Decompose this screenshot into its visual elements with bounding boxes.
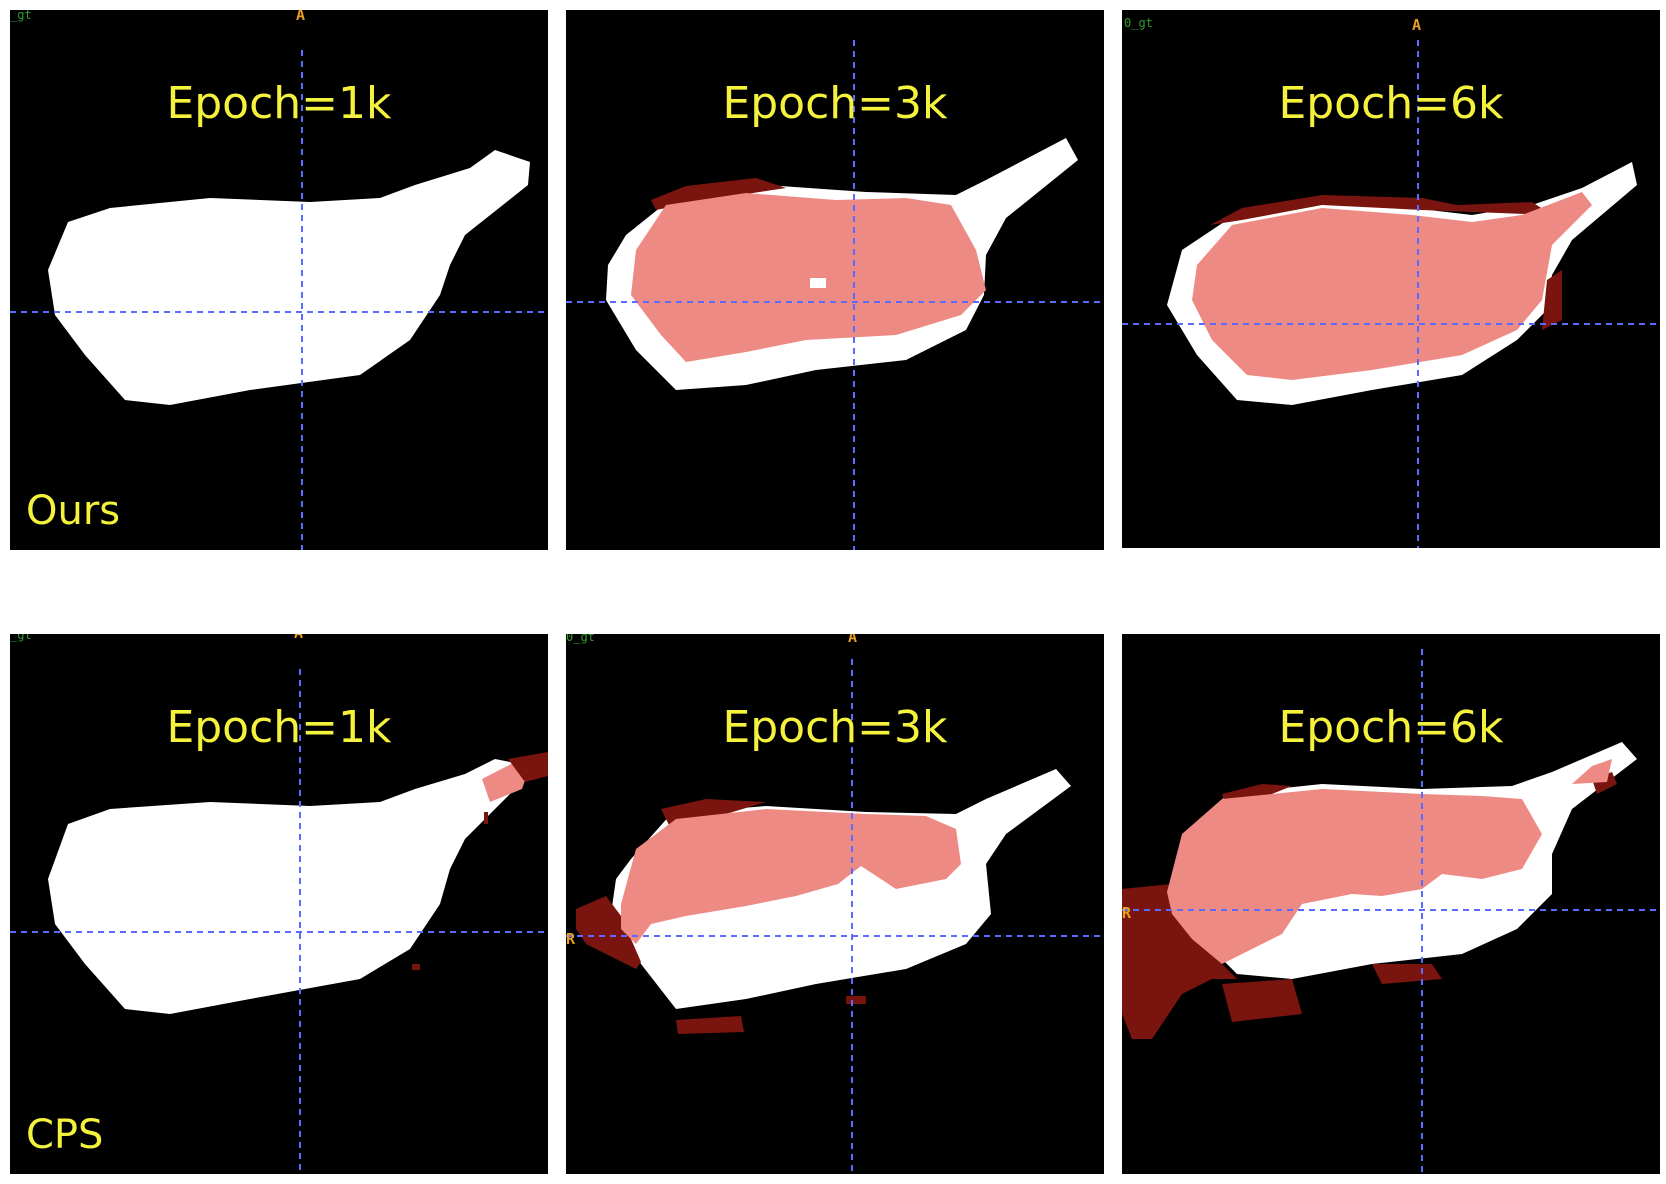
- epoch-label: Epoch=1k: [166, 702, 392, 753]
- orientation-left-label: R: [1122, 904, 1132, 922]
- panel-ours-epoch-1k: _gt A Epoch=1k Ours: [10, 10, 548, 550]
- ground-truth-mask: [48, 150, 530, 405]
- ground-truth-mask: [48, 759, 530, 1014]
- corner-label: 0_gt: [566, 634, 595, 644]
- corner-label: 0_gt: [1124, 16, 1153, 30]
- orientation-top-label: A: [294, 634, 303, 642]
- segmentation-image: [10, 50, 548, 550]
- prediction-error-region: [1210, 195, 1562, 330]
- corner-label: _gt: [10, 634, 32, 642]
- panel-ours-epoch-3k: Epoch=3k: [566, 10, 1104, 550]
- panel-ours-epoch-6k: 0_gt A Epoch=6k: [1122, 10, 1660, 548]
- method-label: Ours: [26, 488, 121, 534]
- segmentation-image: [566, 659, 1104, 1174]
- panel-cps-epoch-3k: 0_gt A R Epoch=3k: [566, 634, 1104, 1174]
- segmentation-image: [566, 40, 1104, 550]
- epoch-label: Epoch=6k: [1278, 702, 1504, 753]
- epoch-label: Epoch=3k: [722, 78, 948, 129]
- corner-label: _gt: [10, 10, 32, 22]
- segmentation-image: [1122, 40, 1660, 548]
- orientation-top-label: A: [848, 634, 858, 646]
- epoch-label: Epoch=3k: [722, 702, 948, 753]
- segmentation-image: [1122, 649, 1660, 1174]
- panel-cps-epoch-1k: _gt A Epoch=1k CPS: [10, 634, 548, 1174]
- panel-cps-epoch-6k: R Epoch=6k: [1122, 634, 1660, 1174]
- orientation-top-label: A: [296, 10, 306, 24]
- prediction-overlap-region: [621, 809, 961, 944]
- prediction-error-region: [412, 752, 548, 970]
- prediction-overlap-region: [1167, 759, 1612, 964]
- orientation-left-label: R: [566, 930, 576, 948]
- mask-hole: [810, 278, 826, 288]
- prediction-error-region: [651, 178, 786, 210]
- prediction-overlap-region: [1192, 192, 1592, 380]
- method-label: CPS: [26, 1112, 104, 1158]
- epoch-label: Epoch=6k: [1278, 78, 1504, 129]
- orientation-top-label: A: [1412, 16, 1422, 34]
- segmentation-image: [10, 669, 548, 1174]
- prediction-overlap-region: [631, 193, 986, 362]
- epoch-label: Epoch=1k: [166, 78, 392, 129]
